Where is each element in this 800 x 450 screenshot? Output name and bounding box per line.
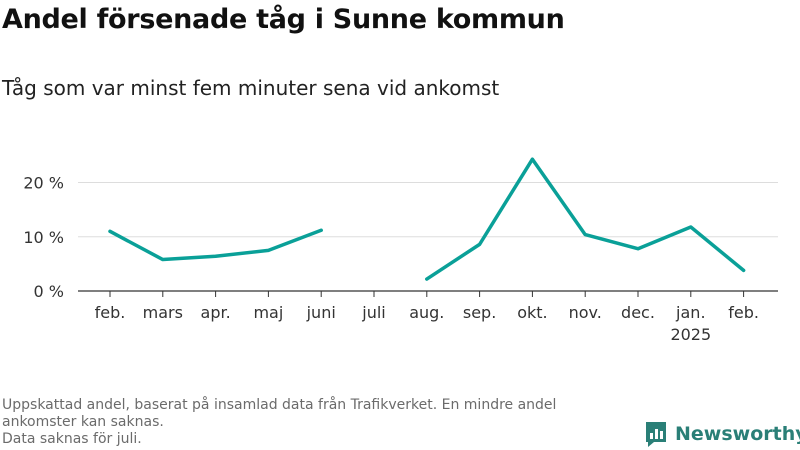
data-point — [742, 268, 746, 272]
y-tick-label: 20 % — [23, 174, 64, 193]
y-tick-label: 10 % — [23, 228, 64, 247]
x-tick-sublabel: 2025 — [670, 325, 711, 344]
x-tick-label: sep. — [463, 303, 496, 322]
brand-name: Newsworthy — [675, 423, 800, 445]
data-point — [161, 258, 165, 262]
source-note-line: Uppskattad andel, baserat på insamlad da… — [2, 397, 557, 430]
data-point — [108, 229, 112, 233]
y-tick-label: 0 % — [34, 282, 64, 301]
brand-logo: Newsworthy — [644, 420, 800, 448]
data-point — [425, 277, 429, 281]
data-point — [636, 247, 640, 251]
source-note-line: Data saknas för juli. — [2, 431, 142, 447]
line-chart: 0 % 10 % 20 % feb. mars apr. maj juni juli aug. se… — [23, 157, 778, 344]
x-tick-label: aug. — [409, 303, 444, 322]
data-point — [319, 228, 323, 232]
x-tick-label: dec. — [621, 303, 655, 322]
data-point — [530, 157, 534, 161]
x-tick-label: juli — [361, 303, 385, 322]
x-tick-label: maj — [253, 303, 283, 322]
newsworthy-logo-icon — [646, 422, 666, 447]
x-tick-label: juni — [306, 303, 336, 322]
data-point — [266, 248, 270, 252]
chart-subtitle: Tåg som var minst fem minuter sena vid a… — [2, 76, 500, 100]
x-tick-label: okt. — [517, 303, 547, 322]
x-tick-label: mars — [143, 303, 183, 322]
data-point — [214, 254, 218, 258]
x-tick-label: apr. — [201, 303, 231, 322]
series-line — [425, 157, 746, 281]
data-point — [689, 225, 693, 229]
x-tick-label: jan. — [675, 303, 705, 322]
source-note: Uppskattad andel, baserat på insamlad da… — [2, 397, 622, 448]
x-tick-label: feb. — [728, 303, 759, 322]
data-point — [583, 233, 587, 237]
x-tick-label: feb. — [95, 303, 126, 322]
x-tick-label: nov. — [569, 303, 602, 322]
chart-title: Andel försenade tåg i Sunne kommun — [2, 4, 565, 35]
data-point — [478, 242, 482, 246]
